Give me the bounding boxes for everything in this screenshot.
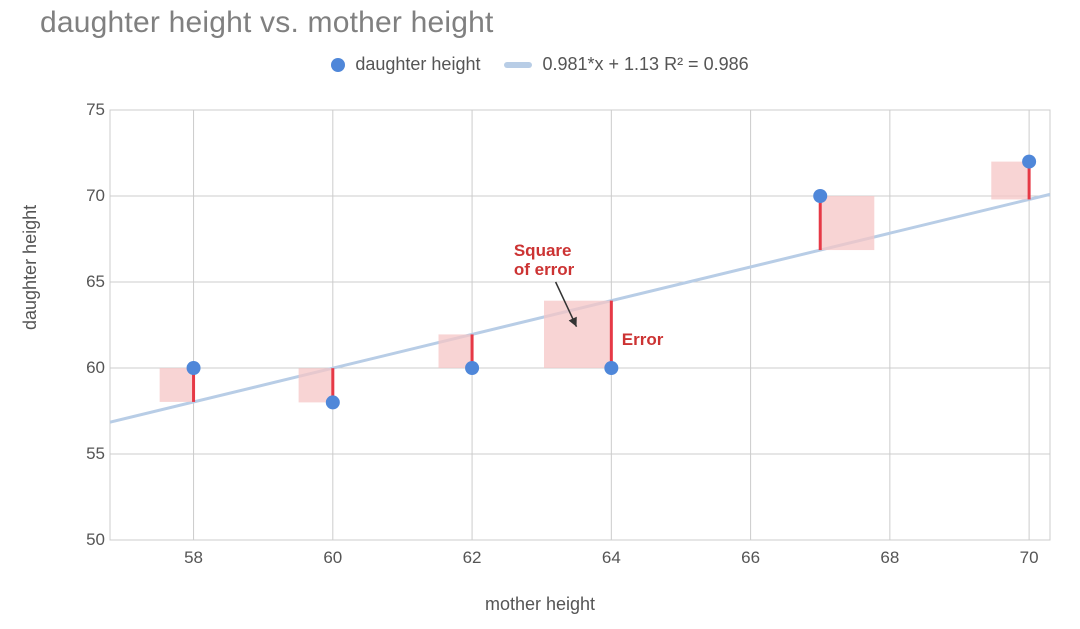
chart-container: daughter height vs. mother height daught… bbox=[0, 0, 1080, 629]
legend-series: daughter height bbox=[331, 54, 480, 75]
legend-trend: 0.981*x + 1.13 R² = 0.986 bbox=[504, 54, 748, 75]
x-tick: 62 bbox=[463, 548, 482, 568]
y-tick: 65 bbox=[86, 272, 105, 292]
chart-title: daughter height vs. mother height bbox=[40, 6, 494, 40]
plot-area: 50556065707558606264666870 Square of err… bbox=[110, 110, 1050, 540]
legend-dot-icon bbox=[331, 58, 345, 72]
y-axis-label: daughter height bbox=[20, 205, 41, 330]
y-tick: 70 bbox=[86, 186, 105, 206]
plot-svg bbox=[110, 110, 1050, 540]
annotation-error: Error bbox=[622, 330, 664, 350]
x-axis-label: mother height bbox=[0, 594, 1080, 615]
y-tick: 75 bbox=[86, 100, 105, 120]
y-tick: 60 bbox=[86, 358, 105, 378]
legend-series-label: daughter height bbox=[355, 54, 480, 75]
y-tick: 55 bbox=[86, 444, 105, 464]
x-tick: 64 bbox=[602, 548, 621, 568]
x-tick: 58 bbox=[184, 548, 203, 568]
x-tick: 66 bbox=[741, 548, 760, 568]
x-tick: 70 bbox=[1020, 548, 1039, 568]
annotation-square-of-error: Square of error bbox=[514, 241, 574, 280]
legend-trend-label: 0.981*x + 1.13 R² = 0.986 bbox=[542, 54, 748, 75]
legend: daughter height 0.981*x + 1.13 R² = 0.98… bbox=[0, 54, 1080, 77]
y-tick: 50 bbox=[86, 530, 105, 550]
x-tick: 68 bbox=[880, 548, 899, 568]
legend-line-icon bbox=[504, 62, 532, 68]
x-tick: 60 bbox=[323, 548, 342, 568]
